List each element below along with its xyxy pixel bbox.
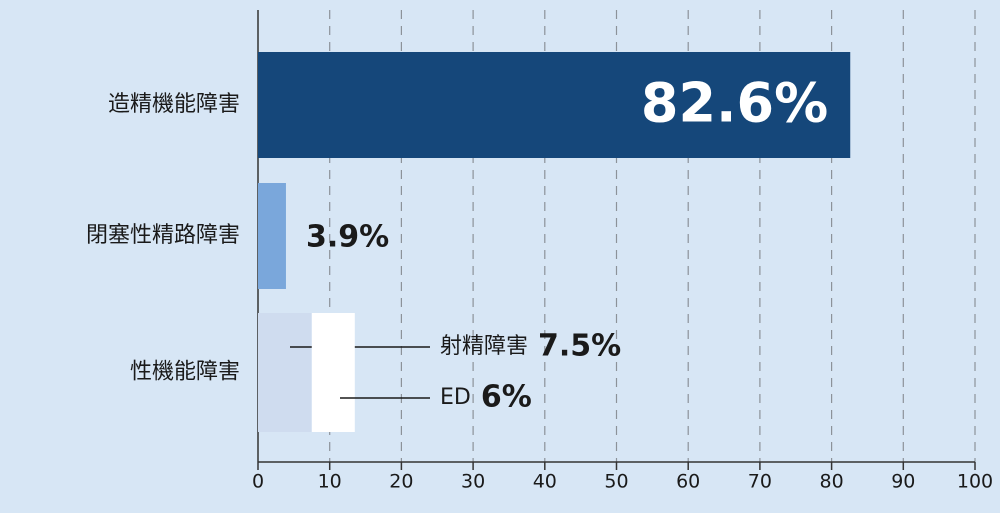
value-label: 3.9% (306, 220, 389, 255)
x-tick-label: 50 (604, 471, 628, 493)
x-tick-label: 40 (533, 471, 557, 493)
x-tick-label: 70 (748, 471, 772, 493)
bar-segment (258, 313, 312, 432)
y-tick-label: 性機能障害 (130, 360, 240, 385)
bar (258, 183, 286, 289)
x-tick-label: 60 (676, 471, 700, 493)
y-tick-label: 造精機能障害 (108, 92, 240, 117)
value-label: 82.6% (641, 72, 828, 135)
bar (258, 52, 851, 158)
x-tick-label: 10 (318, 471, 342, 493)
x-tick-label: 30 (461, 471, 485, 493)
x-tick-label: 100 (957, 471, 993, 493)
x-tick-label: 20 (389, 471, 413, 493)
annotation-value: 7.5% (538, 329, 621, 364)
annotation-name: 射精障害 (440, 334, 528, 359)
x-tick-label: 80 (820, 471, 844, 493)
x-tick-label: 0 (252, 471, 264, 493)
x-tick-label: 90 (891, 471, 915, 493)
annotation-name: ED (440, 385, 471, 410)
bar-segment (311, 313, 355, 432)
y-tick-label: 閉塞性精路障害 (86, 223, 240, 248)
annotation-value: 6% (481, 380, 532, 415)
